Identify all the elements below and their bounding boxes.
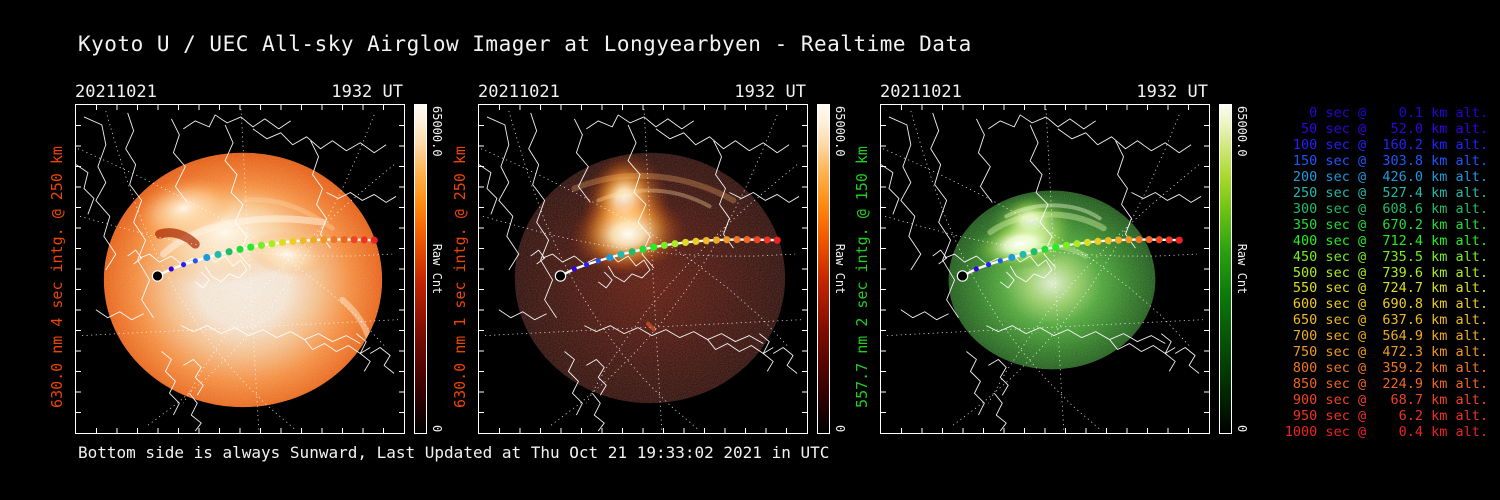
allsky-image xyxy=(479,105,807,433)
colorbar-min-label: 0 xyxy=(1235,424,1249,432)
colorbar-min-label: 0 xyxy=(430,424,444,432)
panel-time: 1932 UT xyxy=(1136,82,1208,102)
colorbar-630nm-1sec: 65000.0 Raw Cnt 0 xyxy=(809,104,855,434)
legend-item: 1000 sec @ 0.4 km alt. xyxy=(1284,424,1488,441)
allsky-image-frame[interactable] xyxy=(75,104,405,434)
colorbar-max-label: 65000.0 xyxy=(833,106,847,157)
colorbar-title: Raw Cnt xyxy=(833,243,847,295)
panel-y-axis-label: 557.7 nm 2 sec intg. @ 150 km xyxy=(853,146,871,408)
allsky-image-frame[interactable] xyxy=(880,104,1210,434)
legend-item: 300 sec @ 608.6 km alt. xyxy=(1284,200,1488,217)
colorbar-title: Raw Cnt xyxy=(430,243,444,295)
legend-item: 50 sec @ 52.0 km alt. xyxy=(1284,120,1488,137)
colorbar-gradient xyxy=(1219,104,1232,434)
legend-item: 500 sec @ 739.6 km alt. xyxy=(1284,264,1488,281)
colorbar-max-label: 65000.0 xyxy=(1235,106,1249,157)
legend-item: 750 sec @ 472.3 km alt. xyxy=(1284,344,1488,361)
legend-item: 400 sec @ 712.4 km alt. xyxy=(1284,232,1488,249)
colorbar-557nm-2sec: 65000.0 Raw Cnt 0 xyxy=(1211,104,1257,434)
colorbar-gradient xyxy=(414,104,427,434)
legend-item: 150 sec @ 303.8 km alt. xyxy=(1284,152,1488,169)
legend-item: 550 sec @ 724.7 km alt. xyxy=(1284,280,1488,297)
legend-item: 850 sec @ 224.9 km alt. xyxy=(1284,376,1488,393)
allsky-image-frame[interactable] xyxy=(478,104,808,434)
legend-item: 0 sec @ 0.1 km alt. xyxy=(1284,105,1488,121)
colorbar-min-label: 0 xyxy=(833,424,847,432)
footer-status-text: Bottom side is always Sunward, Last Upda… xyxy=(78,443,830,462)
panel-y-axis-label: 630.0 nm 1 sec intg. @ 250 km xyxy=(451,146,469,408)
trajectory-legend: 0 sec @ 0.1 km alt. 50 sec @ 52.0 km alt… xyxy=(1258,105,1488,441)
page-title: Kyoto U / UEC All-sky Airglow Imager at … xyxy=(78,32,972,56)
legend-item: 900 sec @ 68.7 km alt. xyxy=(1284,392,1488,409)
panel-date: 20211021 xyxy=(880,82,962,102)
panel-time: 1932 UT xyxy=(331,82,403,102)
panel-header: 20211021 1932 UT xyxy=(880,82,1210,104)
colorbar-gradient xyxy=(817,104,830,434)
legend-item: 600 sec @ 690.8 km alt. xyxy=(1284,296,1488,313)
panel-date: 20211021 xyxy=(75,82,157,102)
panel-557nm-2sec: 20211021 1932 UT xyxy=(880,82,1210,434)
colorbar-630nm-4sec: 65000.0 Raw Cnt 0 xyxy=(406,104,452,434)
legend-item: 250 sec @ 527.4 km alt. xyxy=(1284,184,1488,201)
allsky-image xyxy=(76,105,404,433)
colorbar-title: Raw Cnt xyxy=(1235,243,1249,295)
panel-630nm-1sec: 20211021 1932 UT xyxy=(478,82,808,434)
panel-y-axis-label: 630.0 nm 4 sec intg. @ 250 km xyxy=(48,146,66,408)
panel-header: 20211021 1932 UT xyxy=(75,82,405,104)
legend-item: 950 sec @ 6.2 km alt. xyxy=(1284,408,1488,425)
panel-date: 20211021 xyxy=(478,82,560,102)
legend-item: 800 sec @ 359.2 km alt. xyxy=(1284,360,1488,377)
legend-item: 100 sec @ 160.2 km alt. xyxy=(1284,136,1488,153)
legend-item: 700 sec @ 564.9 km alt. xyxy=(1284,328,1488,345)
panel-header: 20211021 1932 UT xyxy=(478,82,808,104)
legend-item: 450 sec @ 735.5 km alt. xyxy=(1284,248,1488,265)
colorbar-max-label: 65000.0 xyxy=(430,106,444,157)
panel-630nm-4sec: 20211021 1932 UT xyxy=(75,82,405,434)
legend-item: 350 sec @ 670.2 km alt. xyxy=(1284,216,1488,233)
allsky-image xyxy=(881,105,1209,433)
legend-item: 200 sec @ 426.0 km alt. xyxy=(1284,168,1488,185)
legend-item: 650 sec @ 637.6 km alt. xyxy=(1284,312,1488,329)
panel-time: 1932 UT xyxy=(734,82,806,102)
